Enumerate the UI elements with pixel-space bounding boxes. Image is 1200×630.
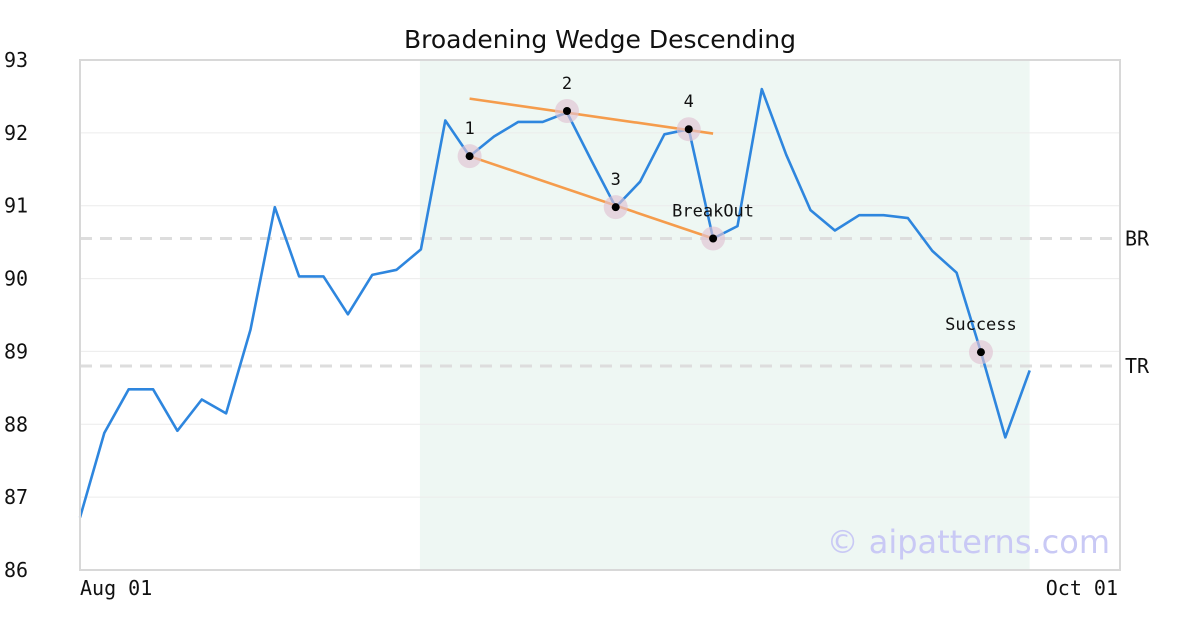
watermark-text: © aipatterns.com [827, 523, 1110, 561]
pattern-point-label: Success [945, 315, 1017, 335]
price-series-line [78, 87, 1031, 518]
reference-lines-layer: BR TR [80, 227, 1150, 378]
highlight-layer [419, 60, 1030, 570]
pattern-point-label: 3 [611, 170, 621, 190]
chart-title: Broadening Wedge Descending [404, 25, 796, 54]
pattern-point-marker [563, 107, 571, 115]
pattern-point-marker [611, 203, 620, 212]
x-tick-label: Oct 01 [1046, 576, 1118, 600]
pattern-point-label: 4 [684, 92, 694, 112]
y-tick-label: 88 [4, 412, 28, 436]
pattern-point-marker [709, 234, 718, 243]
grid-layer [80, 132, 1120, 498]
pattern-point-marker [976, 348, 985, 357]
y-tick-label: 93 [4, 48, 28, 72]
pattern-point-label: BreakOut [672, 202, 754, 222]
y-tick-label: 91 [4, 194, 28, 218]
wedge-trend-line [469, 154, 714, 240]
pattern-point-label: 2 [562, 74, 572, 94]
reference-line-label: TR [1125, 354, 1150, 378]
plot-frame [79, 59, 1121, 571]
x-axis-ticks: Aug 01 Oct 01 [80, 576, 1118, 600]
wedge-trend-line [469, 97, 714, 135]
y-tick-label: 86 [4, 558, 28, 582]
y-tick-label: 92 [4, 121, 28, 145]
pattern-point-marker [684, 125, 693, 134]
y-tick-label: 90 [4, 267, 28, 291]
reference-line-label: BR [1125, 227, 1150, 251]
pattern-highlight-region [419, 60, 1030, 570]
pattern-points-layer: 1 2 3 4 BreakOut Success [457, 74, 1017, 365]
y-axis-ticks: 86 87 88 89 90 91 92 93 [4, 48, 28, 582]
y-tick-label: 87 [4, 485, 28, 509]
x-tick-label: Aug 01 [80, 576, 152, 600]
y-tick-label: 89 [4, 339, 28, 363]
trend-lines-layer [469, 97, 714, 240]
pattern-point-label: 1 [464, 119, 474, 139]
price-series-layer [78, 87, 1031, 518]
pattern-point-marker [465, 152, 474, 161]
